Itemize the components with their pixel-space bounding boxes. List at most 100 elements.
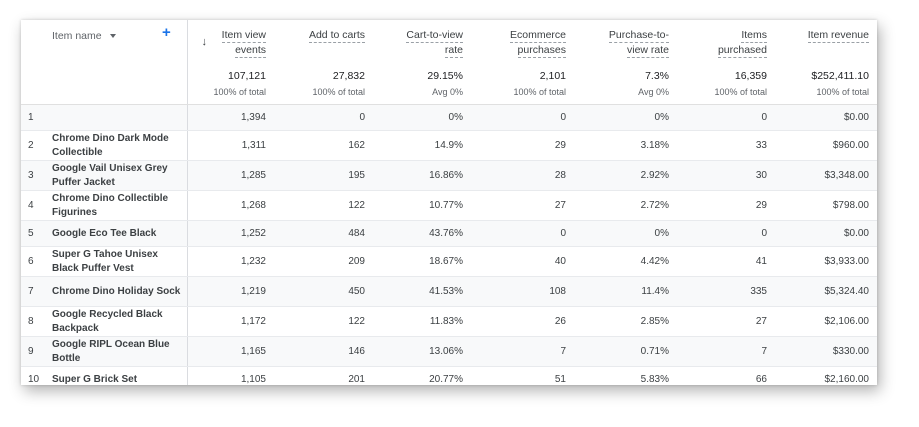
column-header-items-purchased[interactable]: Items purchased [677, 20, 775, 68]
column-header-ecommerce-purchases[interactable]: Ecommerce purchases [471, 20, 574, 68]
total-item-view-events: 107,121 100% of total [187, 68, 274, 105]
total-value: $252,411.10 [811, 70, 869, 82]
item-name-cell[interactable]: Chrome Dino Collectible Figurines [48, 190, 188, 221]
item-name-cell[interactable]: Google Vail Unisex Grey Puffer Jacket [48, 160, 188, 191]
total-value: 107,121 [228, 70, 266, 82]
metric-cell: 108 [471, 276, 574, 307]
column-header-label: Item revenue [807, 29, 869, 43]
total-purchase-to-view-rate: 7.3% Avg 0% [574, 68, 677, 105]
dimension-header-label[interactable]: Item name [52, 30, 102, 42]
metric-cell: 0% [373, 104, 471, 131]
arrow-down-icon[interactable]: ↓ [201, 36, 208, 48]
chevron-down-icon[interactable] [110, 34, 116, 38]
row-index: 8 [21, 306, 48, 337]
item-name-cell[interactable]: Google Eco Tee Black [48, 220, 188, 247]
metric-cell: $3,933.00 [775, 246, 877, 277]
column-header-label: Purchase-to- [608, 29, 669, 43]
plus-icon[interactable]: + [162, 24, 171, 41]
metric-cell: 29 [677, 190, 775, 221]
metric-cell: $2,160.00 [775, 366, 877, 385]
report-table: Item name + ↓ Item view events Add to ca… [21, 20, 877, 385]
metric-cell: 51 [471, 366, 574, 385]
metric-cell: 2.72% [574, 190, 677, 221]
column-header-purchase-to-view-rate[interactable]: Purchase-to- view rate [574, 20, 677, 68]
total-subtext: Avg 0% [432, 87, 463, 97]
metric-cell: 0 [677, 104, 775, 131]
total-value: 27,832 [332, 70, 365, 82]
table-row[interactable]: 2 Chrome Dino Dark Mode Collectible 1,311 1… [21, 130, 877, 161]
table-row[interactable]: 10 Super G Brick Set 1,105 201 20.77% 51 5.83%… [21, 366, 877, 385]
total-value: 7.3% [645, 70, 669, 82]
metric-cell: 450 [274, 276, 373, 307]
item-name-cell[interactable]: Google Recycled Black Backpack [48, 306, 188, 337]
metric-cell: 41 [677, 246, 775, 277]
metric-cell: 20.77% [373, 366, 471, 385]
total-cart-to-view-rate: 29.15% Avg 0% [373, 68, 471, 105]
table-row[interactable]: 9 Google RIPL Ocean Blue Bottle 1,165 146 13… [21, 336, 877, 367]
row-index: 5 [21, 220, 48, 247]
total-items-purchased: 16,359 100% of total [677, 68, 775, 105]
totals-spacer [21, 68, 188, 105]
item-name-cell[interactable]: Super G Tahoe Unisex Black Puffer Vest [48, 246, 188, 277]
row-index: 1 [21, 104, 48, 131]
metric-cell: 11.4% [574, 276, 677, 307]
metric-cell: 13.06% [373, 336, 471, 367]
table-row[interactable]: 8 Google Recycled Black Backpack 1,172 122 1… [21, 306, 877, 337]
metric-cell: 10.77% [373, 190, 471, 221]
column-header-add-to-carts[interactable]: Add to carts [274, 20, 373, 68]
table-row[interactable]: 1 1,394 0 0% 0 0% 0 $0.00 [21, 104, 877, 131]
item-name-cell[interactable]: Google RIPL Ocean Blue Bottle [48, 336, 188, 367]
metric-cell: 0% [574, 104, 677, 131]
total-subtext: 100% of total [714, 87, 767, 97]
metric-cell: 40 [471, 246, 574, 277]
metric-cell: 484 [274, 220, 373, 247]
column-header-label: events [235, 44, 266, 58]
metric-cell: 43.76% [373, 220, 471, 247]
metric-cell: 1,252 [187, 220, 274, 247]
total-subtext: 100% of total [213, 87, 266, 97]
row-index: 2 [21, 130, 48, 161]
column-header-label: rate [444, 44, 463, 58]
column-header-label: Item view [221, 29, 266, 43]
table-row[interactable]: 5 Google Eco Tee Black 1,252 484 43.76% 0 0% 0 $… [21, 220, 877, 247]
column-header-label: Items [741, 29, 767, 43]
metric-cell: 1,285 [187, 160, 274, 191]
item-name-cell[interactable]: Chrome Dino Holiday Sock [48, 276, 188, 307]
column-header-cart-to-view-rate[interactable]: Cart-to-view rate [373, 20, 471, 68]
total-value: 16,359 [734, 70, 767, 82]
metric-cell: 11.83% [373, 306, 471, 337]
metric-cell: 1,105 [187, 366, 274, 385]
table-row[interactable]: 4 Chrome Dino Collectible Figurines 1,268 1… [21, 190, 877, 221]
metric-cell: 28 [471, 160, 574, 191]
row-index: 6 [21, 246, 48, 277]
metric-cell: 30 [677, 160, 775, 191]
metric-cell: $2,106.00 [775, 306, 877, 337]
metric-cell: 4.42% [574, 246, 677, 277]
item-name-cell[interactable] [48, 104, 188, 131]
metric-cell: 27 [471, 190, 574, 221]
total-value: 2,101 [539, 70, 566, 82]
metric-cell: $5,324.40 [775, 276, 877, 307]
column-header-item-revenue[interactable]: Item revenue [775, 20, 877, 68]
metric-cell: 16.86% [373, 160, 471, 191]
total-subtext: 100% of total [312, 87, 365, 97]
metric-cell: 3.18% [574, 130, 677, 161]
column-header-item-view-events[interactable]: ↓ Item view events [187, 20, 274, 68]
row-index: 10 [21, 366, 48, 385]
metric-cell: 2.92% [574, 160, 677, 191]
metric-cell: $798.00 [775, 190, 877, 221]
metric-cell: 18.67% [373, 246, 471, 277]
column-header-label: Cart-to-view [406, 29, 463, 43]
metric-cell: 146 [274, 336, 373, 367]
metric-cell: 26 [471, 306, 574, 337]
table-row[interactable]: 7 Chrome Dino Holiday Sock 1,219 450 41.53% 1… [21, 276, 877, 307]
metric-cell: 335 [677, 276, 775, 307]
table-row[interactable]: 3 Google Vail Unisex Grey Puffer Jacket 1,… [21, 160, 877, 191]
item-name-cell[interactable]: Chrome Dino Dark Mode Collectible [48, 130, 188, 161]
metric-cell: $3,348.00 [775, 160, 877, 191]
dimension-header: Item name + [21, 20, 188, 68]
table-row[interactable]: 6 Super G Tahoe Unisex Black Puffer Vest 1… [21, 246, 877, 277]
total-item-revenue: $252,411.10 100% of total [775, 68, 877, 105]
metric-cell: 0% [574, 220, 677, 247]
item-name-cell[interactable]: Super G Brick Set [48, 366, 188, 385]
